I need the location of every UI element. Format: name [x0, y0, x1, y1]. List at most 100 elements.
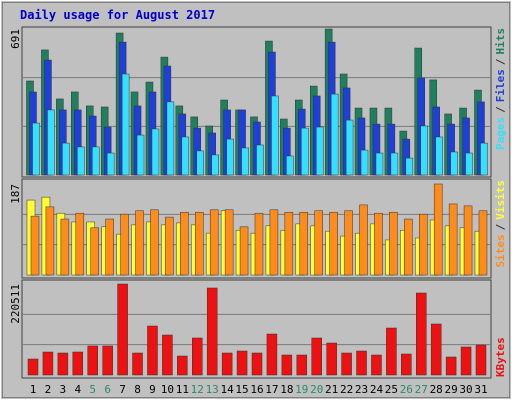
x-tick-label: 1 [30, 383, 37, 396]
bar [27, 358, 39, 376]
bar [416, 292, 427, 376]
bar [162, 334, 173, 376]
x-tick-label: 3 [60, 383, 67, 396]
legend-entry: Pages [494, 117, 507, 150]
bar [57, 352, 69, 376]
bar [405, 157, 414, 176]
bar [30, 215, 40, 276]
bar [326, 342, 337, 376]
bar [62, 142, 70, 176]
x-tick-label: 19 [295, 383, 308, 396]
x-tick-label: 11 [176, 383, 189, 396]
bar [284, 211, 294, 276]
bar [330, 93, 339, 176]
bar [135, 210, 144, 276]
x-tick-label: 9 [149, 383, 156, 396]
bar [45, 206, 55, 276]
x-tick-label: 21 [325, 383, 338, 396]
bar [299, 211, 309, 276]
bar [166, 101, 175, 176]
x-tick-label: 4 [74, 383, 81, 396]
bar [136, 134, 145, 176]
x-tick-label: 13 [206, 383, 219, 396]
bar [448, 203, 458, 276]
bar [105, 218, 114, 276]
bar [181, 136, 190, 176]
legend-separator: / [494, 223, 507, 230]
legend-entry: Sites [494, 234, 507, 267]
bar [356, 350, 367, 376]
bar [465, 152, 473, 176]
x-tick-label: 27 [415, 383, 428, 396]
legend: Pages / Files / Hits [494, 28, 507, 150]
bar [271, 95, 279, 176]
bar [389, 211, 398, 276]
bar [345, 119, 354, 176]
bar [239, 226, 249, 276]
bar [151, 128, 160, 176]
y-tick-label: 691 [9, 29, 22, 49]
x-tick-label: 17 [265, 383, 278, 396]
x-tick-label: 22 [340, 383, 353, 396]
x-tick-label: 24 [370, 383, 384, 396]
legend-separator: / [494, 106, 507, 113]
bar [251, 352, 263, 376]
x-tick-label: 8 [134, 383, 141, 396]
bar [371, 354, 382, 376]
bar [419, 213, 428, 276]
x-tick-label: 25 [385, 383, 398, 396]
bar [241, 147, 249, 176]
bar [314, 210, 323, 276]
bar [206, 287, 218, 376]
bar [460, 346, 472, 376]
bar [147, 325, 158, 376]
bar [224, 209, 234, 276]
bar [266, 333, 278, 376]
bar [401, 353, 412, 376]
bar [120, 213, 129, 276]
bar [386, 327, 397, 376]
x-tick-label: 29 [444, 383, 457, 396]
bar [341, 352, 352, 376]
bar [301, 127, 309, 176]
bar [296, 354, 308, 376]
x-tick-label: 20 [310, 383, 323, 396]
bar [254, 212, 264, 276]
bar [478, 210, 488, 276]
y-tick-label: 187 [9, 184, 22, 204]
bar [196, 150, 205, 176]
bar [165, 216, 174, 276]
bar [475, 344, 487, 376]
bar [433, 183, 443, 276]
bar [192, 337, 203, 376]
bar [359, 204, 368, 276]
legend-entry: Files [494, 69, 507, 102]
x-tick-label: 23 [355, 383, 368, 396]
legend-entry: Hits [494, 28, 507, 55]
bar [132, 352, 143, 376]
bar [102, 345, 113, 376]
x-tick-label: 15 [235, 383, 248, 396]
bar [60, 218, 70, 276]
bar [180, 211, 189, 276]
x-tick-label: 2 [45, 383, 52, 396]
bar [91, 146, 100, 176]
bar [435, 136, 443, 176]
bar [445, 356, 457, 376]
bar [375, 152, 384, 176]
bar [106, 152, 115, 176]
legend: KBytes [494, 337, 507, 377]
y-tick-label: 220511 [9, 284, 22, 324]
bar [404, 218, 413, 276]
bar [256, 144, 264, 176]
bar [221, 352, 233, 376]
bar [47, 109, 55, 176]
bar [226, 138, 234, 176]
x-tick-label: 30 [459, 383, 472, 396]
bar [269, 209, 279, 276]
x-tick-label: 16 [250, 383, 263, 396]
bar [150, 209, 159, 276]
bar [390, 152, 399, 176]
x-tick-label: 5 [89, 383, 96, 396]
